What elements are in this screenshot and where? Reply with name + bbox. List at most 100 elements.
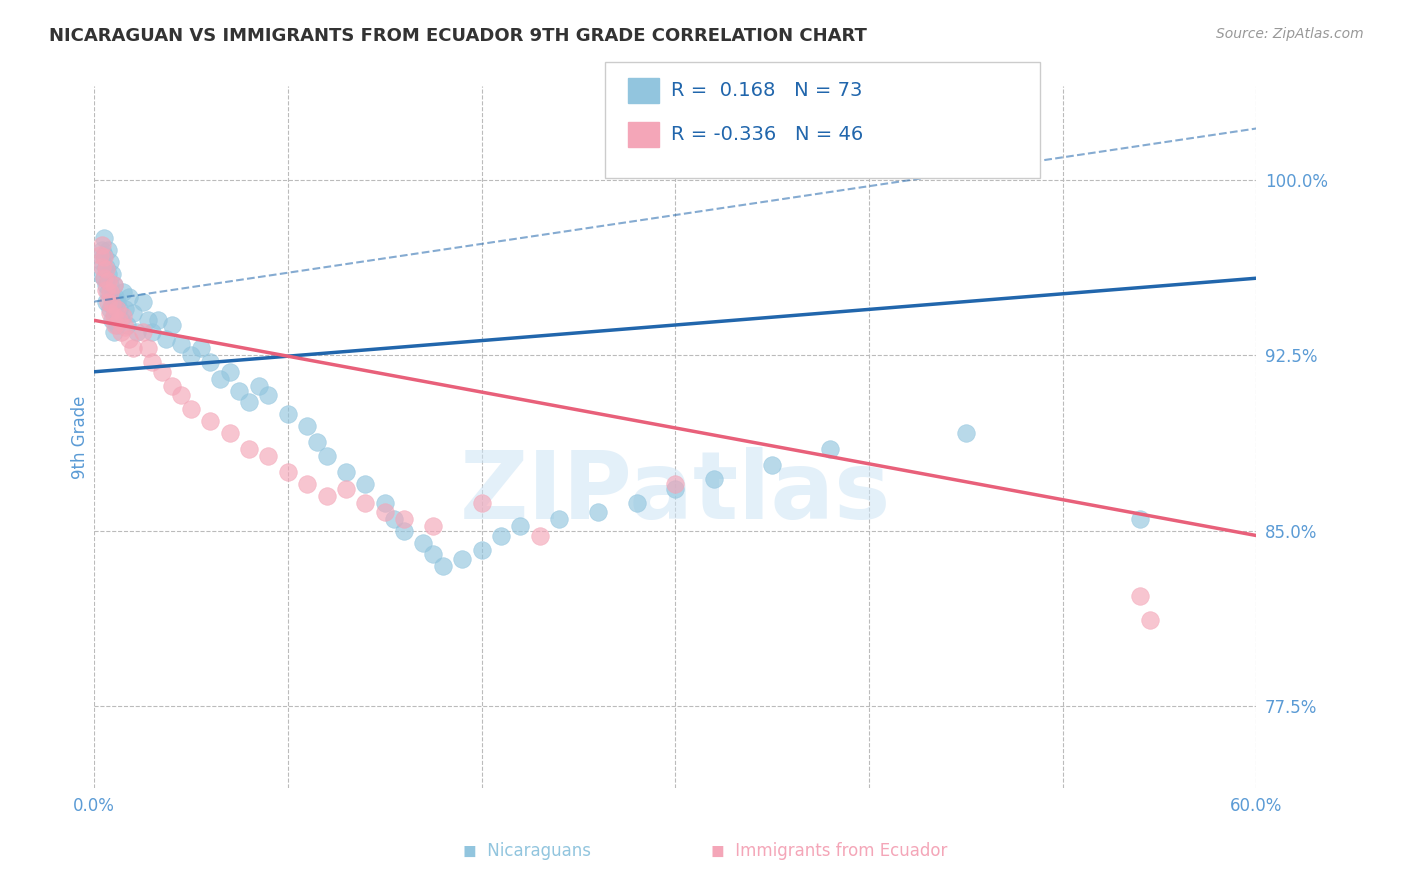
Point xyxy=(489,528,512,542)
Point xyxy=(105,318,128,332)
Point xyxy=(374,496,396,510)
Point xyxy=(354,496,377,510)
Point xyxy=(89,267,111,281)
Point xyxy=(98,278,121,293)
Point xyxy=(664,477,686,491)
Point xyxy=(200,414,222,428)
Point xyxy=(315,449,337,463)
Point xyxy=(180,348,202,362)
Point xyxy=(955,425,977,440)
Text: Source: ZipAtlas.com: Source: ZipAtlas.com xyxy=(1216,27,1364,41)
Point xyxy=(105,301,128,316)
Point xyxy=(335,466,357,480)
Text: ZIPatlas: ZIPatlas xyxy=(460,448,891,540)
Y-axis label: 9th Grade: 9th Grade xyxy=(72,396,89,479)
Point xyxy=(238,395,260,409)
Point xyxy=(218,365,240,379)
Point xyxy=(200,355,222,369)
Point xyxy=(104,318,127,332)
Point xyxy=(382,512,405,526)
Point xyxy=(586,505,609,519)
Point xyxy=(103,301,125,316)
Point xyxy=(118,332,141,346)
Point xyxy=(108,313,131,327)
Point xyxy=(138,342,160,356)
Point xyxy=(89,248,111,262)
Point xyxy=(155,332,177,346)
Point xyxy=(104,309,127,323)
Point xyxy=(150,365,173,379)
Point xyxy=(122,342,145,356)
Point xyxy=(509,519,531,533)
Point xyxy=(422,519,444,533)
Point xyxy=(277,466,299,480)
Point xyxy=(94,294,117,309)
Point xyxy=(97,267,120,281)
Point xyxy=(412,535,434,549)
Point xyxy=(354,477,377,491)
Point xyxy=(112,285,135,300)
Point xyxy=(470,542,492,557)
Point xyxy=(98,306,121,320)
Point xyxy=(93,271,115,285)
Point xyxy=(103,325,125,339)
Point xyxy=(470,496,492,510)
Point xyxy=(141,355,163,369)
Text: ◼  Immigrants from Ecuador: ◼ Immigrants from Ecuador xyxy=(711,842,948,860)
Point xyxy=(218,425,240,440)
Point xyxy=(114,320,136,334)
Point xyxy=(170,388,193,402)
Point xyxy=(93,271,115,285)
Point xyxy=(110,325,132,339)
Point xyxy=(297,418,319,433)
Point xyxy=(392,512,415,526)
Point xyxy=(146,313,169,327)
Point xyxy=(93,250,115,264)
Point xyxy=(100,297,122,311)
Point xyxy=(138,313,160,327)
Point xyxy=(160,379,183,393)
Point xyxy=(97,294,120,309)
Point xyxy=(115,318,138,332)
Point xyxy=(112,309,135,323)
Point xyxy=(228,384,250,398)
Point xyxy=(131,294,153,309)
Point xyxy=(103,278,125,293)
Point xyxy=(170,336,193,351)
Point xyxy=(94,261,117,276)
Point xyxy=(110,313,132,327)
Point xyxy=(114,301,136,316)
Point xyxy=(122,306,145,320)
Point xyxy=(247,379,270,393)
Point xyxy=(94,283,117,297)
Text: R = -0.336   N = 46: R = -0.336 N = 46 xyxy=(671,125,863,145)
Point xyxy=(238,442,260,456)
Point xyxy=(1129,512,1152,526)
Point xyxy=(103,309,125,323)
Point xyxy=(131,325,153,339)
Point xyxy=(277,407,299,421)
Point xyxy=(94,260,117,274)
Point xyxy=(125,325,148,339)
Point xyxy=(98,255,121,269)
Point xyxy=(100,313,122,327)
Point xyxy=(93,231,115,245)
Point xyxy=(529,528,551,542)
Point xyxy=(100,290,122,304)
Point xyxy=(818,442,841,456)
Point xyxy=(180,402,202,417)
Point xyxy=(94,278,117,293)
Point xyxy=(548,512,571,526)
Point xyxy=(97,243,120,257)
Point xyxy=(160,318,183,332)
Point xyxy=(97,285,120,300)
Text: R =  0.168   N = 73: R = 0.168 N = 73 xyxy=(671,80,862,100)
Point xyxy=(98,285,121,300)
Point xyxy=(761,458,783,473)
Point xyxy=(190,342,212,356)
Point xyxy=(451,552,474,566)
Point xyxy=(105,294,128,309)
Point xyxy=(374,505,396,519)
Point xyxy=(90,243,112,257)
Point xyxy=(297,477,319,491)
